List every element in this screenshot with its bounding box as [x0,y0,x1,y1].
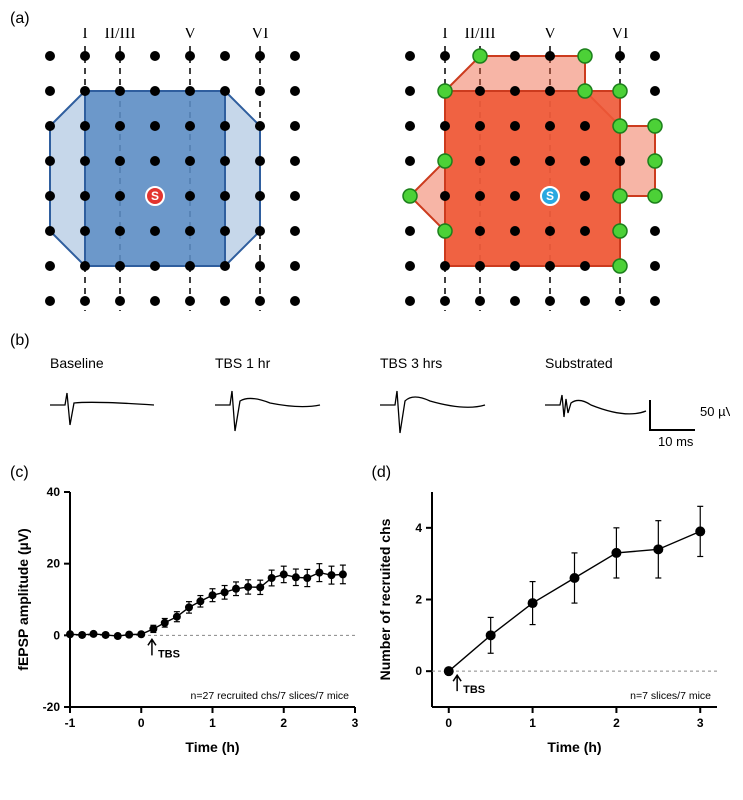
svg-text:Time (h): Time (h) [547,739,601,755]
panel-d-label: (d) [372,464,392,481]
svg-text:TBS: TBS [463,684,485,696]
svg-text:S: S [151,189,159,203]
svg-text:-20: -20 [43,700,61,714]
svg-text:40: 40 [47,485,61,499]
svg-text:0: 0 [53,628,60,642]
svg-text:1: 1 [529,716,536,730]
svg-text:50 µV: 50 µV [700,404,730,419]
panel-a-label: (a) [10,10,30,27]
svg-text:Substrated: Substrated [545,355,613,371]
svg-text:-1: -1 [65,716,76,730]
svg-text:20: 20 [47,557,61,571]
svg-text:S: S [546,189,554,203]
svg-text:TBS: TBS [158,648,180,660]
panel-cd-row: (c) -10123-2002040Time (h)fEPSP amplitud… [10,464,733,762]
panel-b-svg: Baseline TBS 1 hr TBS 3 hrs Substrated 50 µV… [10,350,730,460]
svg-text:Number of recruited chs: Number of recruited chs [377,518,393,680]
panel-a: (a) I II/III V VI S I II/III V VI S [10,10,733,328]
panel-a-svg: I II/III V VI S I II/III V VI S [10,28,730,328]
svg-text:II/III: II/III [104,28,135,42]
svg-text:4: 4 [415,521,422,535]
panel-b-label: (b) [10,332,30,349]
svg-text:3: 3 [696,716,703,730]
svg-text:2: 2 [613,716,620,730]
svg-text:3: 3 [352,716,359,730]
svg-text:2: 2 [415,593,422,607]
svg-text:V: V [184,28,196,42]
svg-text:Baseline: Baseline [50,355,104,371]
svg-text:n=27 recruited chs/7 slices/7: n=27 recruited chs/7 slices/7 mice [191,690,350,702]
svg-text:n=7 slices/7 mice: n=7 slices/7 mice [630,690,711,702]
svg-text:2: 2 [280,716,287,730]
panel-c-svg: -1 0 1 2 3 -20 0 20 40 Time (h) fEPSP amplitude (µ… [10,482,370,762]
svg-text:II/III: II/III [464,28,495,42]
svg-text:10 ms: 10 ms [658,434,694,449]
svg-text:Time (h): Time (h) [185,739,239,755]
svg-text:I: I [442,28,447,42]
svg-text:1: 1 [209,716,216,730]
svg-text:TBS 1 hr: TBS 1 hr [215,355,271,371]
svg-text:V: V [544,28,556,42]
svg-text:0: 0 [138,716,145,730]
panel-b: (b) Baseline TBS 1 hr TBS 3 hrs Substrated 5… [10,332,733,460]
svg-text:0: 0 [445,716,452,730]
svg-text:fEPSP amplitude (µV): fEPSP amplitude (µV) [15,528,31,670]
svg-text:VI: VI [612,28,629,42]
svg-text:I: I [82,28,87,42]
panel-d-svg: 0 1 2 3 0 2 4 Time (h) Number of recruited chs TB… [372,482,732,762]
svg-text:0: 0 [415,664,422,678]
panel-c-label: (c) [10,464,29,481]
svg-text:TBS 3 hrs: TBS 3 hrs [380,355,442,371]
svg-text:VI: VI [252,28,269,42]
